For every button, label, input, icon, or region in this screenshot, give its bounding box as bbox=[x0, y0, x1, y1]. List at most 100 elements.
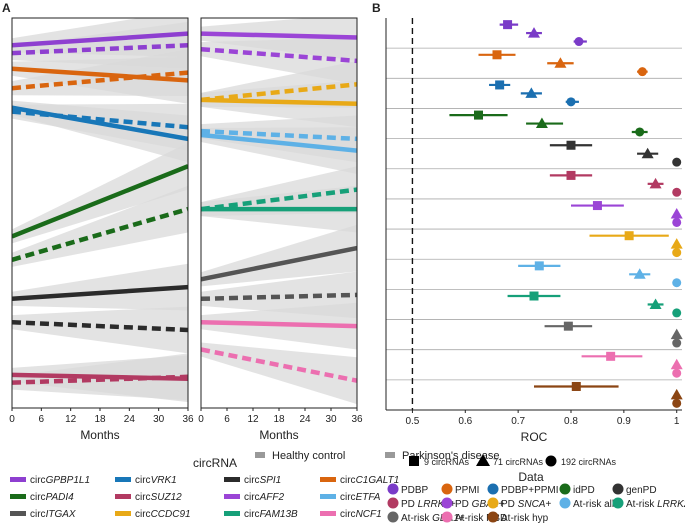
circrna-legend-swatch bbox=[115, 477, 131, 482]
point-circle bbox=[672, 398, 682, 408]
x-tick-label: 30 bbox=[153, 414, 165, 425]
point-square bbox=[492, 50, 502, 60]
circrna-legend-label: circETFA bbox=[340, 492, 381, 503]
x-tick-label: 36 bbox=[351, 414, 363, 425]
trend-line-etfa-pd bbox=[201, 128, 357, 142]
circrna-legend-swatch bbox=[10, 494, 26, 499]
x-axis-label: Months bbox=[80, 428, 119, 442]
circrna-prefix: circ bbox=[244, 509, 260, 520]
ci-band-spi1 bbox=[12, 306, 188, 354]
circrna-prefix: circ bbox=[135, 475, 151, 486]
x-tick-label: 12 bbox=[247, 414, 259, 425]
data-legend-dot bbox=[559, 483, 571, 495]
data-legend-dot bbox=[612, 483, 624, 495]
circrna-legend-swatch bbox=[224, 494, 240, 499]
data-legend-label-part: + bbox=[545, 499, 551, 510]
data-legend-label-part: GBA1 bbox=[472, 499, 499, 510]
group-legend-swatch bbox=[385, 452, 395, 458]
data-legend-dot bbox=[559, 497, 571, 509]
data-legend-dot bbox=[387, 511, 399, 523]
data-legend-label-part: PD bbox=[501, 499, 518, 510]
ci-band-ccdc91 bbox=[201, 60, 357, 108]
circrna-gene: ETFA bbox=[356, 492, 381, 503]
circrna-legend-swatch bbox=[115, 494, 131, 499]
trend-line-c1galt1-pd bbox=[12, 70, 188, 91]
data-legend-dot bbox=[612, 497, 624, 509]
shape-legend-label: 192 circRNAs bbox=[561, 457, 617, 467]
circrna-legend-label: circITGAX bbox=[30, 509, 76, 520]
circrna-prefix: circ bbox=[340, 509, 356, 520]
x-tick-label: 0.7 bbox=[511, 416, 525, 427]
circrna-legend-label: circNCF1 bbox=[340, 509, 382, 520]
point-circle bbox=[672, 278, 682, 288]
point-circle bbox=[672, 368, 682, 378]
circrna-legend: circGPBP1L1 circVRK1 circSPI1 circC1GALT1ci… bbox=[10, 475, 399, 520]
data-legend-label: PPMI bbox=[455, 485, 479, 496]
x-tick-label: 6 bbox=[39, 414, 45, 425]
x-tick-label: 36 bbox=[182, 414, 194, 425]
point-square bbox=[503, 20, 513, 30]
data-legend-label: PDBP+PPMI bbox=[501, 485, 559, 496]
data-legend-label: genPD bbox=[626, 485, 657, 496]
circrna-gene: PADI4 bbox=[46, 492, 75, 503]
trend-line-ccdc91-pd bbox=[201, 82, 357, 103]
trend-line-gpbp1l1-hc bbox=[12, 31, 188, 48]
trend-line-itgax-pd bbox=[201, 292, 357, 302]
ci-band-fam13b bbox=[201, 166, 357, 217]
plot-area bbox=[201, 18, 357, 405]
circrna-legend-swatch bbox=[10, 477, 26, 482]
plot-area bbox=[12, 18, 188, 403]
data-legend-label-part: PD bbox=[401, 499, 418, 510]
panel-a-left-plot: 0 6 12 18 24 30 36 Months bbox=[9, 17, 194, 442]
trend-line-suz12-pd bbox=[12, 374, 188, 385]
point-square bbox=[566, 140, 576, 150]
point-triangle bbox=[670, 358, 683, 370]
shape-legend: 9 circRNAs 71 circRNAs 192 circRNAs bbox=[409, 454, 617, 467]
circrna-gene: AFF2 bbox=[259, 492, 285, 503]
trend-line-padi4-pd bbox=[12, 206, 188, 262]
data-legend-label-part: + bbox=[459, 513, 465, 524]
trend-line-ccdc91-hc bbox=[201, 97, 357, 107]
panel-b-roc-plot: 0.5 0.6 0.7 0.8 0.9 1 ROC bbox=[385, 18, 683, 444]
data-legend-label: PD GBA1+ bbox=[455, 499, 504, 510]
point-square bbox=[606, 351, 616, 361]
circrna-legend-swatch bbox=[320, 494, 336, 499]
data-legend-label: idPD bbox=[573, 485, 595, 496]
x-tick-label: 18 bbox=[273, 414, 285, 425]
circrna-legend-swatch bbox=[320, 477, 336, 482]
x-tick-label: 0.9 bbox=[617, 416, 631, 427]
point-circle bbox=[672, 248, 682, 258]
x-axis-label: ROC bbox=[521, 430, 548, 444]
circrna-prefix: circ bbox=[30, 475, 46, 486]
point-triangle bbox=[525, 87, 538, 98]
circrna-prefix: circ bbox=[244, 475, 260, 486]
circrna-prefix: circ bbox=[340, 492, 356, 503]
group-legend-label: Healthy control bbox=[272, 450, 345, 462]
trend-line-gpbp1l1-pd bbox=[12, 43, 188, 56]
data-legend-label: At-risk RBD bbox=[455, 513, 507, 524]
trend-line-padi4-hc bbox=[12, 164, 188, 239]
x-tick-label: 0.5 bbox=[405, 416, 419, 427]
point-circle bbox=[672, 157, 682, 167]
trend-line-aff2-hc bbox=[201, 31, 357, 40]
panel-a-right-plot: 0 6 12 18 24 30 36 Months bbox=[198, 17, 363, 442]
circrna-gene: ITGAX bbox=[46, 509, 76, 520]
ci-band-spi1 bbox=[12, 263, 188, 311]
point-triangle bbox=[641, 147, 654, 159]
data-legend-dot bbox=[441, 483, 453, 495]
point-square bbox=[474, 110, 483, 120]
trend-line-itgax-hc bbox=[201, 245, 357, 282]
point-triangle bbox=[554, 57, 567, 68]
group-legend-swatch bbox=[255, 452, 265, 458]
point-circle bbox=[672, 308, 682, 318]
shape-legend-label: 9 circRNAs bbox=[424, 457, 470, 467]
point-circle bbox=[574, 37, 584, 47]
point-square bbox=[592, 201, 602, 211]
data-legend-title: Data bbox=[518, 470, 544, 484]
data-legend-dot bbox=[487, 497, 499, 509]
point-square bbox=[529, 291, 539, 301]
point-triangle bbox=[670, 208, 683, 219]
data-legend-label-part: SNCA bbox=[518, 499, 546, 510]
circrna-prefix: circ bbox=[340, 475, 356, 486]
